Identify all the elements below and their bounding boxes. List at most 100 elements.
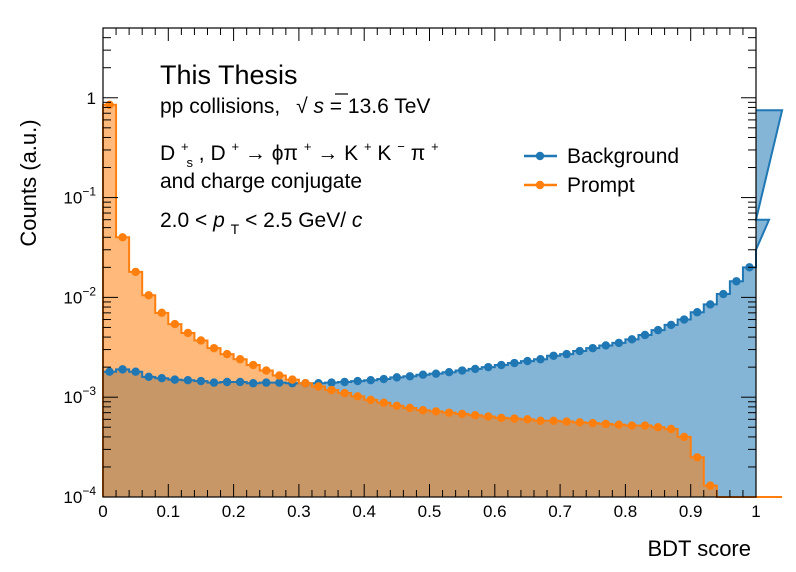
decay-d: D xyxy=(160,142,175,165)
prompt-point xyxy=(131,267,140,277)
background-point xyxy=(457,366,467,375)
decay-phipi: → ϕπ xyxy=(245,142,298,165)
y-tick-label: 1 xyxy=(87,89,96,108)
decay-dplus-sup: + xyxy=(231,139,239,154)
background-point xyxy=(222,377,232,387)
x-tick-label: 0.9 xyxy=(679,502,703,521)
prompt-point xyxy=(157,308,166,318)
prompt-point xyxy=(575,418,584,427)
y-tick-exponent: −1 xyxy=(82,185,96,199)
prompt-point xyxy=(627,421,637,430)
pt-left: 2.0 < xyxy=(160,209,213,232)
prompt-point xyxy=(444,408,454,417)
background-point xyxy=(575,346,584,356)
histogram-fills xyxy=(103,104,783,498)
background-point xyxy=(131,367,140,376)
background-point xyxy=(536,355,545,364)
background-step-line xyxy=(102,109,784,497)
background-point xyxy=(653,325,663,335)
background-point xyxy=(209,378,219,387)
pt-c: c xyxy=(352,209,363,232)
x-tick-label: 0.4 xyxy=(352,502,376,521)
decay-kplus-sup: + xyxy=(364,139,372,154)
background-point xyxy=(549,351,558,360)
background-point xyxy=(418,370,428,379)
prompt-point xyxy=(379,398,388,407)
background-point xyxy=(235,377,245,387)
y-tick-base: 10 xyxy=(63,388,82,407)
background-point xyxy=(170,375,180,384)
background-point xyxy=(679,315,689,324)
background-point xyxy=(510,358,519,368)
y-tick-base: 1 xyxy=(87,89,96,108)
prompt-point xyxy=(523,415,532,424)
background-point xyxy=(379,374,388,384)
prompt-point xyxy=(653,423,663,432)
prompt-point xyxy=(471,411,480,420)
x-axis-title: BDT score xyxy=(647,536,751,561)
background-point xyxy=(248,379,258,388)
y-tick-base: 10 xyxy=(63,288,82,307)
background-point xyxy=(275,378,284,387)
decay-kminus: K xyxy=(377,142,391,165)
prompt-point xyxy=(549,416,558,426)
background-point xyxy=(340,377,349,387)
legend: Background Prompt xyxy=(524,145,679,197)
decay-kplus: → K xyxy=(317,142,358,165)
background-point xyxy=(732,277,741,286)
prompt-point xyxy=(235,355,245,364)
y-axis-ticks: 110−110−210−310−4 xyxy=(63,27,756,507)
y-tick-label: 10−4 xyxy=(63,484,96,507)
prompt-point xyxy=(196,336,206,345)
prompt-point xyxy=(288,375,297,384)
background-point xyxy=(183,375,193,385)
prompt-point xyxy=(588,418,597,428)
legend-background-label: Background xyxy=(567,145,679,168)
background-point xyxy=(471,364,480,374)
background-point xyxy=(392,373,402,382)
prompt-point xyxy=(262,366,271,375)
background-point xyxy=(144,372,153,382)
decay-kminus-sup: − xyxy=(397,139,405,154)
x-tick-label: 0 xyxy=(98,502,107,521)
x-tick-label: 0.8 xyxy=(614,502,638,521)
prompt-point xyxy=(405,403,415,413)
prompt-point xyxy=(640,421,650,430)
background-point xyxy=(666,320,676,330)
decay-dplus: , D xyxy=(199,142,226,165)
prompt-point xyxy=(144,291,153,300)
background-point xyxy=(405,372,415,381)
x-tick-label: 0.6 xyxy=(483,502,507,521)
histogram-markers xyxy=(105,100,754,490)
background-point xyxy=(523,356,532,366)
prompt-point xyxy=(666,424,676,434)
y-tick-exponent: −4 xyxy=(82,484,96,498)
background-point xyxy=(497,360,506,370)
prompt-point xyxy=(275,371,284,380)
prompt-point xyxy=(340,388,349,398)
background-point xyxy=(118,365,127,374)
background-point xyxy=(562,349,571,359)
background-point xyxy=(196,376,206,386)
background-point xyxy=(366,375,375,385)
prompt-point xyxy=(431,407,441,416)
background-point xyxy=(614,338,624,348)
background-point xyxy=(693,308,702,317)
prompt-point xyxy=(497,413,506,423)
prompt-point xyxy=(314,382,323,391)
background-point xyxy=(353,376,362,386)
decay-ds-sup: + xyxy=(181,139,189,154)
y-tick-label: 10−1 xyxy=(63,185,96,208)
y-tick-exponent: −3 xyxy=(82,384,96,398)
decay-ds-sub: s xyxy=(186,155,193,170)
prompt-point xyxy=(418,406,428,415)
y-tick-base: 10 xyxy=(63,189,82,208)
legend-background-marker xyxy=(535,151,545,161)
legend-prompt-marker xyxy=(535,180,545,190)
annotation-charge-conjugate: and charge conjugate xyxy=(160,170,362,193)
background-point xyxy=(105,367,114,376)
legend-entry-prompt: Prompt xyxy=(524,174,635,197)
background-point xyxy=(588,343,597,353)
prompt-point xyxy=(562,417,571,426)
